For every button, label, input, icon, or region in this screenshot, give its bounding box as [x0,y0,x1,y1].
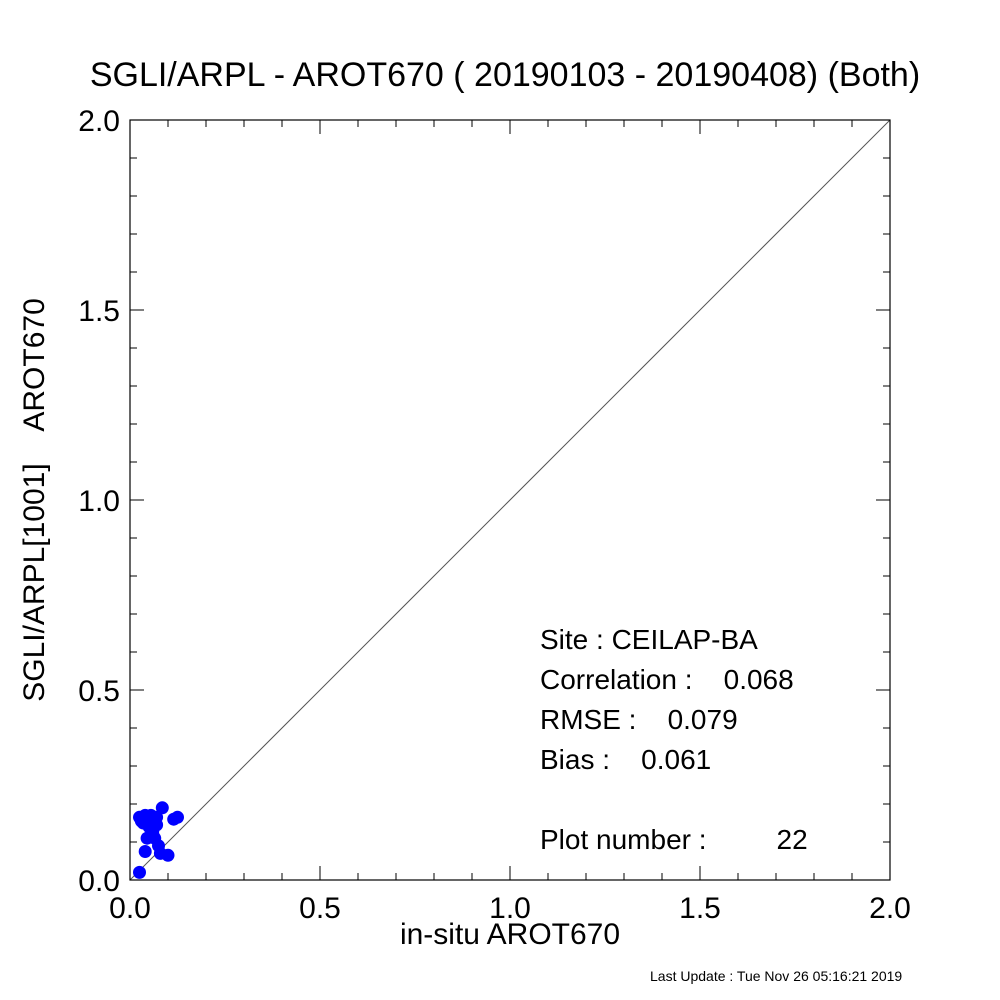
x-tick-label: 1.0 [489,892,531,925]
data-point [138,845,152,858]
data-point [161,848,175,862]
x-tick-label: 1.5 [679,892,721,925]
x-tick-label: 0.5 [299,892,341,925]
data-point [150,818,164,832]
y-tick-label: 2.0 [78,105,120,138]
site-label: Site : CEILAP-BA [540,624,758,655]
correlation-label: Correlation : 0.068 [540,664,794,695]
bias-label: Bias : 0.061 [540,744,712,775]
y-tick-label: 0.0 [78,865,120,898]
y-tick-label: 1.0 [78,485,120,518]
plot-frame [129,119,891,881]
y-tick-label: 0.5 [78,675,120,708]
x-tick-label: 2.0 [869,892,911,925]
data-point [171,810,184,824]
y-axis-label: SGLI/ARPL[1001] AROT670 [18,298,51,702]
x-axis-label: in-situ AROT670 [399,918,621,951]
axis-tick-labels: 0.0 0.5 1.0 1.5 2.0 0.0 0.5 1.0 1.5 2.0 [78,105,911,925]
chart-title: SGLI/ARPL - AROT670 ( 20190103 - 2019040… [89,56,921,94]
y-tick-label: 1.5 [78,295,120,328]
last-update-label: Last Update : Tue Nov 26 05:16:21 2019 [650,968,903,984]
one-to-one-line-segment [129,119,891,881]
data-points [133,801,184,879]
data-point [144,808,158,822]
rmse-label: RMSE : 0.079 [540,704,738,735]
plot-number-label: Plot number : 22 [540,824,808,855]
data-point [155,801,169,815]
one-to-one-line [129,119,891,881]
data-point [133,865,146,879]
x-tick-label: 0.0 [109,892,151,925]
